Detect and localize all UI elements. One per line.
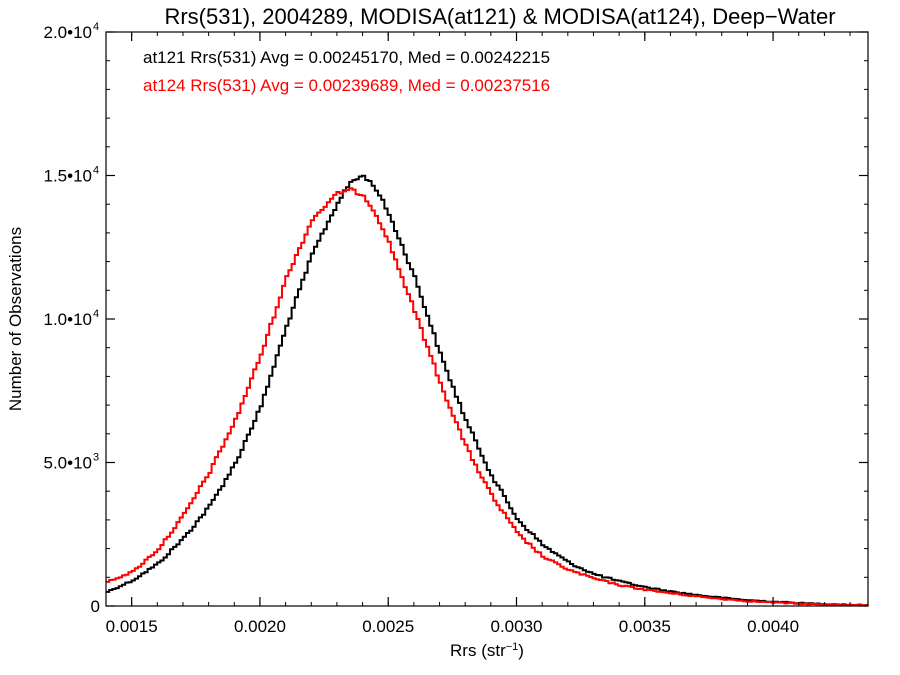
y-tick-label: 0 — [91, 597, 100, 616]
y-tick-exponent: 4 — [93, 165, 99, 177]
plot-frame — [105, 31, 869, 607]
y-tick-exponent: 4 — [93, 308, 99, 320]
chart-title: Rrs(531), 2004289, MODISA(at121) & MODIS… — [164, 4, 835, 29]
x-tick-label: 0.0020 — [234, 617, 286, 636]
y-tick-exponent: 4 — [93, 21, 99, 33]
y-tick-label: 1.0•10 — [44, 310, 93, 329]
legend-at121: at121 Rrs(531) Avg = 0.00245170, Med = 0… — [143, 48, 550, 67]
series-at124 — [106, 187, 869, 607]
x-axis-label-text: Rrs (str — [450, 641, 506, 660]
x-axis: 0.0015 0.0020 0.0025 0.0030 0.0035 0.0040 — [105, 32, 851, 636]
y-axis-label: Number of Observations — [6, 227, 25, 411]
x-axis-label: Rrs (str−1) — [450, 641, 524, 660]
series-at121 — [106, 174, 869, 607]
x-tick-label: 0.0040 — [747, 617, 799, 636]
x-axis-label-exponent: −1 — [506, 641, 519, 653]
y-tick-label: 5.0•10 — [44, 454, 93, 473]
x-tick-label: 0.0030 — [491, 617, 543, 636]
y-tick-label: 2.0•10 — [44, 23, 93, 42]
legend-at124: at124 Rrs(531) Avg = 0.00239689, Med = 0… — [143, 76, 550, 95]
x-axis-label-close: ) — [518, 641, 524, 660]
y-axis: 05.0•10 31.0•10 41.5•10 42.0•10 4 — [44, 21, 868, 616]
series-layer — [106, 174, 869, 607]
x-tick-label: 0.0015 — [106, 617, 158, 636]
x-tick-label: 0.0025 — [362, 617, 414, 636]
y-tick-exponent: 3 — [93, 452, 99, 464]
y-tick-label: 1.5•10 — [44, 167, 93, 186]
x-tick-label: 0.0035 — [619, 617, 671, 636]
